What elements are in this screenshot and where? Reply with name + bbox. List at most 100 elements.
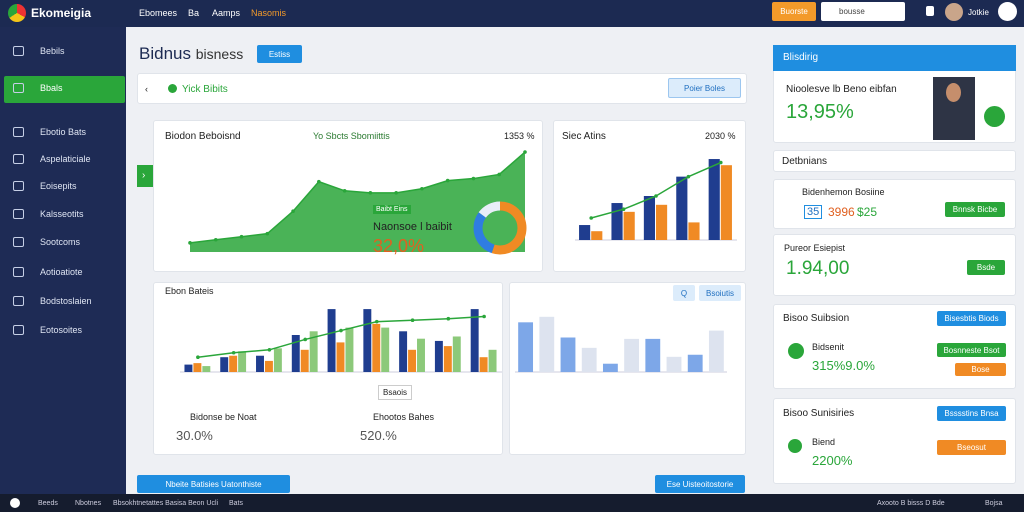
logo-icon [8,4,26,22]
card-title: Bisoo Suibsion [783,313,850,324]
chart-corner: 1353 % [504,131,535,141]
photo-face [946,83,961,102]
card-button[interactable]: Bsde [967,260,1005,275]
logo: Ekomeigia [31,6,92,20]
toolbar-back[interactable]: ‹ [145,84,148,94]
avatar[interactable] [945,3,963,21]
card-button[interactable]: Bisesbtis Biods [937,311,1006,326]
section-row [773,150,1016,172]
sidebar-icon [13,46,24,56]
search-box[interactable]: bousse [821,2,905,21]
check [788,343,804,359]
nav-link[interactable]: Ba [188,8,200,18]
stat-value: 520.% [360,428,397,443]
sidebar-active [4,76,125,103]
page-title: Bidnus bisness [139,44,243,64]
footer-link[interactable]: Beeds [38,500,58,507]
panel-header: Blisdirig [773,45,1016,71]
sidebar-item[interactable]: Eotosoites [40,325,83,335]
sidebar-icon [13,154,24,164]
bottom-button[interactable]: Ese Uisteoitostorie [655,475,745,493]
check [984,106,1005,127]
footer [0,494,1024,512]
card-value: $25 [857,205,878,219]
stat-label: Bidonse be Noat [190,412,257,422]
sidebar-icon [13,127,24,137]
sidebar-item[interactable]: Eoisepits [40,181,77,191]
sidebar-icon [13,237,24,247]
panel-value: 13,95% [786,101,854,123]
card-value: 1.94,00 [786,258,850,279]
bottom-button[interactable]: Nbeite Batisies Uatonthiste [137,475,290,493]
side-tab[interactable]: › [137,165,153,187]
notification[interactable] [926,6,934,16]
toolbar-label: Yick Bibits [182,84,228,95]
subtitle: bisness [195,46,244,62]
sidebar-item[interactable]: Sootcoms [40,237,81,247]
footer-link[interactable]: Bbsokhtnetattes Basisa Beon Ucli [113,500,219,507]
card-value: 3996 [828,205,855,219]
card-value: 2200% [812,453,853,468]
card-title: Bidenhemon Bosiine [802,187,885,197]
nav-link[interactable]: Aamps [212,8,241,18]
toolbar-dot [168,84,177,93]
chart-card [153,120,543,272]
nav-link[interactable]: Nasomis [251,8,287,18]
sidebar-item[interactable]: Aotioatiote [40,267,83,277]
footer-link[interactable]: Bojsa [985,500,1003,507]
chart-legend: Bsaois [378,385,413,400]
toolbar-button[interactable]: Poier Boles [668,78,741,98]
sidebar-item[interactable]: Bbals [40,83,63,93]
top-button[interactable]: Buorste [772,2,816,21]
user-icon[interactable] [998,2,1017,21]
sidebar-icon [13,209,24,219]
callout-value: 32,0% [373,236,425,256]
chart-card [553,120,746,272]
card-button[interactable]: Bose [955,363,1006,376]
sidebar-icon [13,267,24,277]
chart-title: Biodon Beboisnd [165,131,241,142]
sidebar-icon [13,296,24,306]
sidebar-item[interactable]: Aspelaticiale [40,154,91,164]
footer-link[interactable]: Nbotnes [75,500,102,507]
callout-label: Naonsoe l baibit [373,221,452,233]
sidebar-icon [13,83,24,93]
section-title: Detbnians [782,156,828,167]
card-title: Bisoo Sunisiries [783,408,855,419]
chart-corner: 2030 % [705,131,736,141]
card-value: 315%9.0% [812,358,875,373]
card-button[interactable]: Bosnneste Bsot [937,343,1006,357]
toolbar [137,73,747,104]
card-button[interactable]: Bnnsk Bicbe [945,202,1005,217]
stat-value: 30.0% [176,428,213,443]
chart-title: Siec Atins [562,131,606,142]
chart-button[interactable]: Bsoiutis [699,285,741,301]
card-label: Biend [812,437,836,447]
search-button[interactable]: Q [673,285,695,301]
sidebar [0,27,126,494]
card-label: Bidsenit [812,342,845,352]
check [788,439,802,453]
card-button[interactable]: Bseosut [937,440,1006,455]
header-button[interactable]: Estiss [257,45,302,63]
footer-link[interactable]: Bats [229,500,244,507]
nav-link[interactable]: Ebomees [139,8,178,18]
user-name[interactable]: Jotkie [968,8,989,17]
footer-link[interactable]: Axooto B bisss D Bde [877,500,945,507]
callout-tag: Baibt Eins [373,205,411,214]
sidebar-item[interactable]: Kalsseotits [40,209,84,219]
footer-icon [10,498,20,508]
stat-label: Ehootos Bahes [373,412,435,422]
sidebar-item[interactable]: Bebils [40,46,65,56]
title: Bidnus [139,44,191,63]
chart-legend: Yo Sbcts Sbomiittis [313,131,390,141]
sidebar-item[interactable]: Ebotio Bats [40,127,87,137]
card-button[interactable]: Bsssstins Bnsa [937,406,1006,421]
card-title: Pureor Esiepist [784,243,846,253]
sidebar-icon [13,181,24,191]
panel-headline: Nioolesve lb Beno eibfan [786,84,897,95]
chart-card [509,282,746,455]
sidebar-item[interactable]: Bodstoslaien [40,296,92,306]
sidebar-icon [13,325,24,335]
